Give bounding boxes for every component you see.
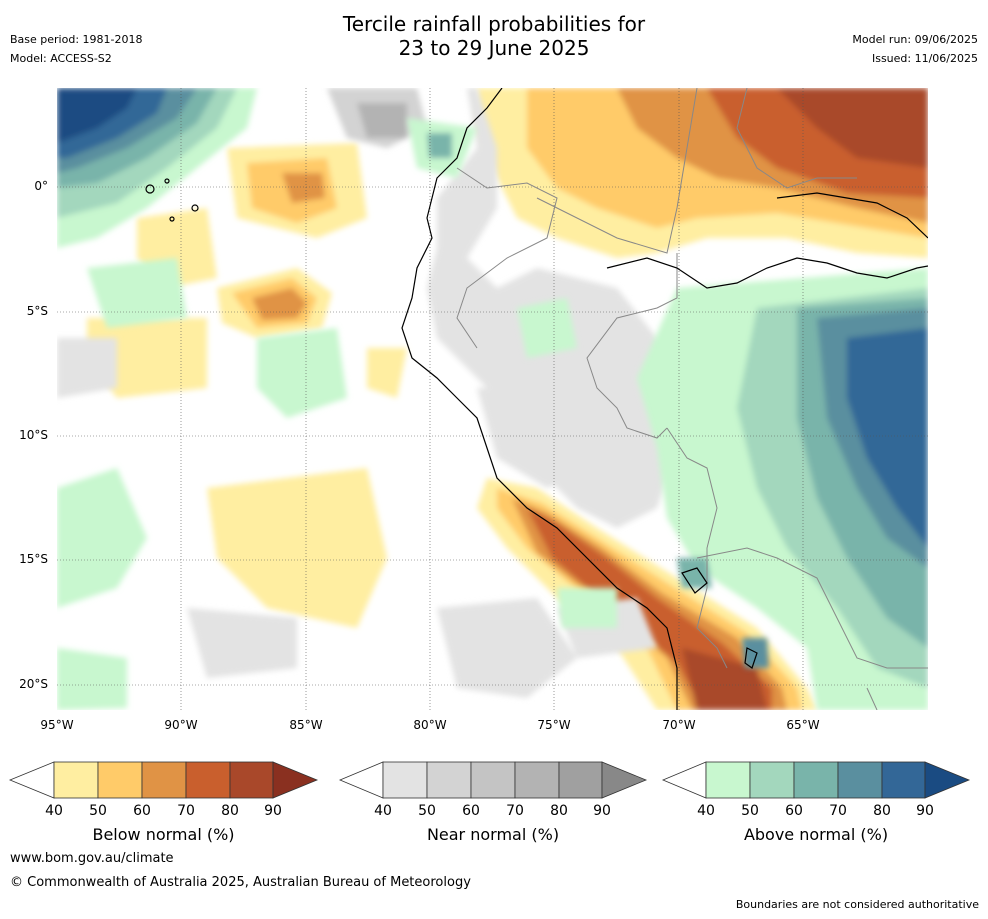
below-swatch-2 [141, 761, 187, 799]
lon-label-90w: 90°W [164, 718, 198, 732]
lon-label-70w: 70°W [662, 718, 696, 732]
near-swatch-3 [514, 761, 560, 799]
title-line-1: Tercile rainfall probabilities for [342, 12, 646, 36]
near-swatch-0 [382, 761, 428, 799]
near-tick-3: 70 [506, 803, 524, 818]
near-tick-2: 60 [462, 803, 480, 818]
above-tick-5: 90 [916, 803, 934, 818]
near-swatch-4 [558, 761, 603, 799]
near-swatch-2 [470, 761, 516, 799]
near-swatch-5 [601, 761, 648, 799]
near-tick-4: 80 [550, 803, 568, 818]
above-normal-region-northwest [57, 88, 257, 248]
above-tick-4: 80 [873, 803, 891, 818]
above-swatch-4 [881, 761, 926, 799]
below-tick-1: 50 [89, 803, 107, 818]
boundaries-disclaimer: Boundaries are not considered authoritat… [735, 898, 979, 911]
lon-label-75w: 75°W [537, 718, 571, 732]
above-tick-1: 50 [741, 803, 759, 818]
bom-url-link[interactable]: www.bom.gov.au/climate [10, 851, 174, 866]
near-tick-5: 90 [593, 803, 611, 818]
below-tick-2: 60 [133, 803, 151, 818]
below-swatch-5 [272, 761, 319, 799]
above-tick-2: 60 [785, 803, 803, 818]
lon-label-80w: 80°W [413, 718, 447, 732]
near-normal-label: Near normal (%) [426, 825, 560, 844]
above-normal-label: Above normal (%) [743, 825, 889, 844]
lon-label-65w: 65°W [786, 718, 820, 732]
near-normal-region [57, 88, 697, 698]
below-swatch-1 [97, 761, 143, 799]
below-ticks: 40 50 60 70 80 90 [45, 803, 282, 818]
below-tick-0: 40 [45, 803, 63, 818]
colorbars: 40 50 60 70 80 90 40 50 60 70 80 90 40 5… [8, 761, 971, 818]
coastline [145, 88, 928, 710]
lat-label-10s: 10°S [19, 428, 48, 442]
title-line-2: 23 to 29 June 2025 [398, 36, 590, 60]
below-tick-4: 80 [221, 803, 239, 818]
issued-date: Issued: 11/06/2025 [871, 52, 978, 65]
copyright-text: © Commonwealth of Australia 2025, Austra… [10, 875, 471, 890]
above-normal-region-east [637, 268, 928, 710]
model-name: Model: ACCESS-S2 [10, 52, 112, 65]
below-swatch-4 [229, 761, 274, 799]
lon-label-85w: 85°W [289, 718, 323, 732]
above-tick-3: 70 [829, 803, 847, 818]
below-tick-5: 90 [264, 803, 282, 818]
above-swatch-5 [924, 761, 971, 799]
near-tick-0: 40 [374, 803, 392, 818]
above-swatch-2 [793, 761, 839, 799]
below-swatch-3 [185, 761, 231, 799]
lat-label-15s: 15°S [19, 552, 48, 566]
lat-label-20s: 20°S [19, 677, 48, 691]
near-tick-1: 50 [418, 803, 436, 818]
meta-right: Model run: 09/06/2025 Issued: 11/06/2025 [852, 30, 978, 68]
model-run: Model run: 09/06/2025 [852, 33, 978, 46]
below-tick-3: 70 [177, 803, 195, 818]
near-ticks: 40 50 60 70 80 90 [374, 803, 611, 818]
above-swatch-0 [705, 761, 751, 799]
below-swatch-0 [53, 761, 99, 799]
lat-label-5s: 5°S [26, 304, 48, 318]
below-normal-patches-west [87, 143, 407, 628]
above-normal-patches [57, 118, 769, 710]
chart-title: Tercile rainfall probabilities for 23 to… [0, 12, 988, 60]
rainfall-probability-map [57, 88, 928, 710]
base-period: Base period: 1981-2018 [10, 33, 143, 46]
above-swatch-3 [837, 761, 883, 799]
below-normal-region-north [477, 88, 928, 258]
meta-left: Base period: 1981-2018 Model: ACCESS-S2 [10, 30, 142, 68]
above-swatch-1 [749, 761, 795, 799]
country-borders [456, 88, 928, 710]
colorbar-above [661, 761, 971, 799]
above-tick-0: 40 [697, 803, 715, 818]
below-normal-label: Below normal (%) [92, 825, 235, 844]
colorbar-near [338, 761, 648, 799]
colorbar-below [8, 761, 319, 799]
lat-label-0: 0° [34, 179, 48, 193]
above-ticks: 40 50 60 70 80 90 [697, 803, 934, 818]
near-swatch-1 [426, 761, 472, 799]
lon-label-95w: 95°W [40, 718, 74, 732]
